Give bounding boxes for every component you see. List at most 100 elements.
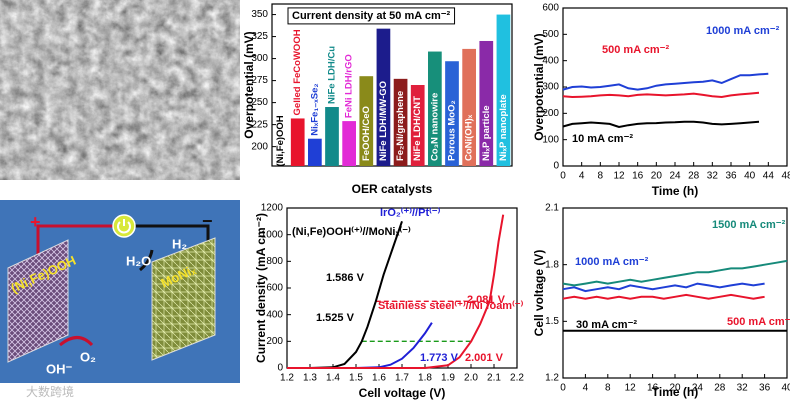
x-tick-label: 24 [669,171,681,182]
series-label: (Ni,Fe)OOH⁽⁺⁾//MoNiₓ⁽⁻⁾ [292,226,411,238]
bar-label: FeNi LDH/rGO [344,54,355,118]
y-tick-label: 500 [542,29,559,40]
x-tick-label: 28 [714,383,726,394]
series-line [562,259,788,287]
x-axis-title: Time (h) [652,385,698,399]
y-tick-label: 1000 [261,229,284,240]
bar-label: Co₃N nanowire [429,93,440,161]
bar [410,85,425,166]
y-tick-label: 300 [251,53,268,64]
series-label: 1500 mA cm⁻² [712,219,786,231]
series-line [562,72,769,91]
annotation: 2.001 V [465,352,504,364]
bar-label: Fe₂Ni/graphene [395,91,406,161]
series-line [562,282,765,293]
product-label: H₂ [172,236,187,251]
x-tick-label: 4 [579,171,585,182]
bar [376,28,391,166]
x-tick-label: 4 [583,383,589,394]
x-tick-label: 36 [759,383,771,394]
x-axis-title: Time (h) [652,184,698,198]
ion-label: OH⁻ [46,361,73,376]
power-icon [117,219,131,234]
x-tick-label: 1.8 [418,373,432,384]
bar [428,51,442,166]
y-tick-label: 200 [266,336,283,347]
x-axis-title: Cell voltage (V) [359,386,446,400]
x-tick-label: 20 [651,171,663,182]
x-tick-label: 44 [763,171,775,182]
bar [445,61,459,167]
bar-label: NiFe LDH/CNT [412,96,423,161]
y-tick-label: 250 [251,97,268,108]
x-tick-label: 16 [647,383,659,394]
x-tick-label: 0 [560,383,566,394]
bar-label: NiₓP particle [481,105,492,161]
series-label: 30 mA cm⁻² [576,319,637,331]
y-tick-label: 1200 [261,203,284,214]
x-tick-label: 32 [707,171,719,182]
series-label: Stainless steel⁽⁺⁾//Ni foam⁽⁻⁾ [378,300,524,312]
x-tick-label: 24 [692,383,704,394]
y-tick-label: 200 [542,108,559,119]
x-tick-label: 1.5 [349,373,363,384]
x-tick-label: 12 [625,383,637,394]
x-axis-title: OER catalysts [352,182,433,196]
y-tick-label: 1.5 [545,316,559,327]
x-tick-label: 32 [737,383,749,394]
x-tick-label: 12 [613,171,625,182]
y-tick-label: 225 [251,119,268,130]
arrow [59,336,94,347]
product-label: O₂ [80,349,96,364]
series-line [287,220,403,369]
series-label: IrO₂⁽⁺⁾//Pt⁽⁻⁾ [380,207,441,219]
x-tick-label: 28 [688,171,700,182]
x-tick-label: 8 [598,171,604,182]
bar-label: Porous MoO₂ [447,100,458,161]
bar-label: CoNi(OH)ₓ [464,114,475,161]
plot-frame [562,207,788,379]
bar [393,78,408,166]
bar-label: NiFe LDH/Cu [327,46,338,104]
x-tick-label: 20 [669,383,681,394]
bar [325,107,339,166]
arrow [139,249,154,272]
x-tick-label: 1.6 [372,373,386,384]
sem-image [0,0,240,180]
bar [359,76,374,166]
chart-title: Current density at 50 mA cm⁻² [292,10,451,22]
bar [342,121,356,166]
plot-frame [271,3,513,167]
y-axis-title: Current density (mA cm⁻²) [254,213,268,363]
series-line [562,293,765,300]
y-tick-label: 1.8 [545,259,559,270]
annotation: 1.525 V [316,312,355,324]
anode-texture [8,240,68,362]
x-tick-label: 1.4 [326,373,340,384]
x-tick-label: 36 [725,171,737,182]
bar [496,14,511,167]
series-line [562,120,760,129]
x-tick-label: 0 [560,171,566,182]
plus-label: + [30,212,41,232]
x-tick-label: 40 [744,171,756,182]
series-label: 500 mA cm⁻² [727,316,790,328]
y-tick-label: 2.1 [545,203,559,214]
y-axis-title: Overpotential (mV) [532,33,546,140]
bar-label: NiₓP nanoplate [498,94,509,161]
series-label: 10 mA cm⁻² [572,133,633,145]
series-label: 500 mA cm⁻² [602,44,669,56]
y-axis-title: Cell voltage (V) [532,250,546,337]
x-tick-label: 40 [781,383,790,394]
y-tick-label: 400 [266,309,283,320]
bar-label: NiFe LDH/MW-GO [378,81,389,161]
bar-label: NiₓFe₁₋ₓSe₂ [309,83,320,135]
annotation: 1.586 V [326,272,365,284]
y-tick-label: 0 [553,161,559,172]
cathode-texture [152,238,215,360]
y-tick-label: 275 [251,75,268,86]
bar [479,40,494,167]
bar-label: (Ni,Fe)OOH [275,115,286,166]
y-tick-label: 600 [542,3,559,14]
